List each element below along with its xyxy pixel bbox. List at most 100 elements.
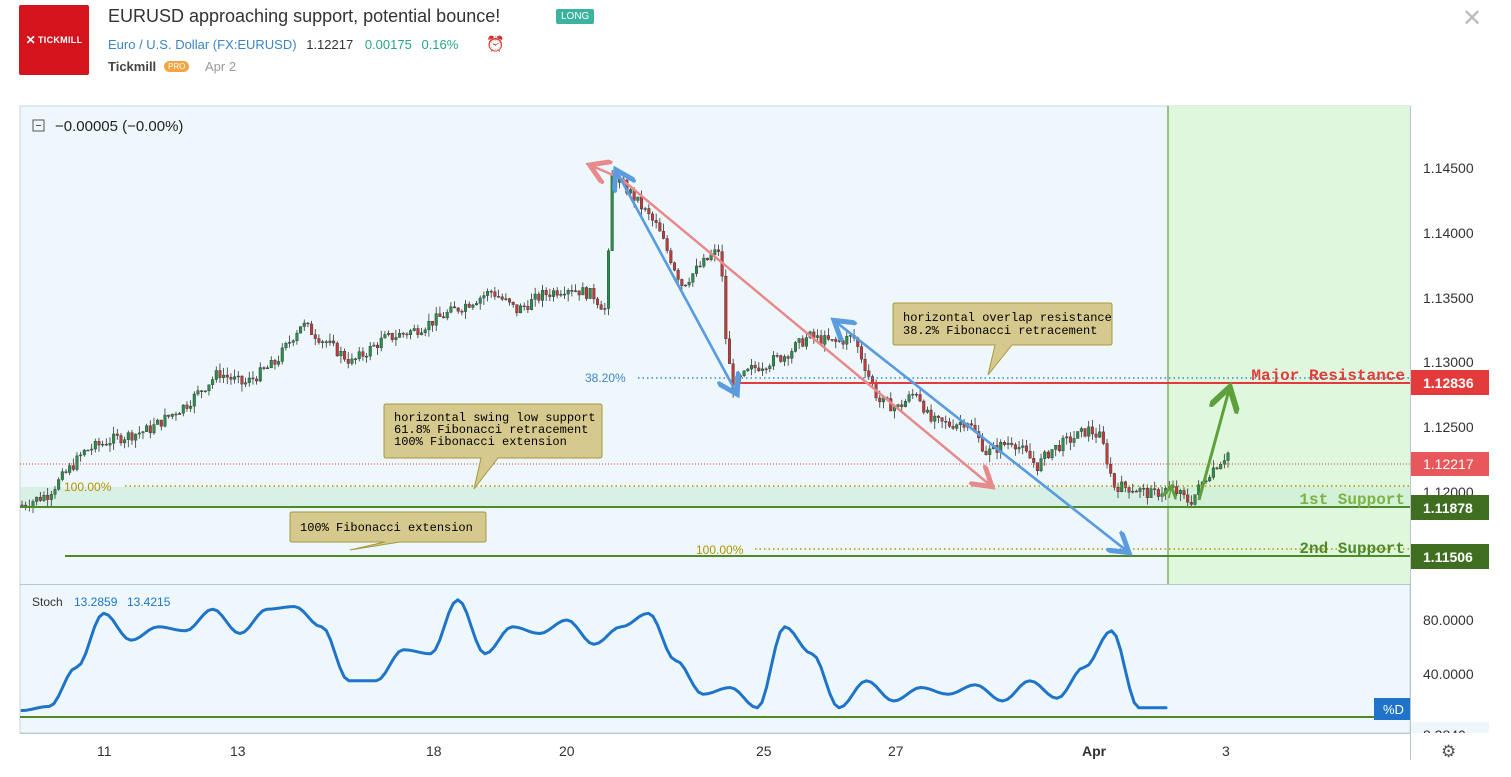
candle-body xyxy=(665,238,669,251)
stoch-plot-background xyxy=(20,585,1410,733)
candle-body xyxy=(405,333,409,336)
candle-body xyxy=(760,368,764,372)
candle-body xyxy=(1123,481,1127,488)
candle-body xyxy=(97,441,101,446)
candle-body xyxy=(804,337,808,347)
candle-body xyxy=(332,340,336,344)
symbol-description[interactable]: Euro / U.S. Dollar xyxy=(108,37,210,52)
settings-gear-icon[interactable]: ⚙ xyxy=(1441,742,1456,762)
candle-body xyxy=(1116,486,1120,493)
candle-body xyxy=(1112,473,1116,488)
candle-body xyxy=(969,423,973,426)
callout-support[interactable]: horizontal swing low support 61.8% Fibon… xyxy=(383,403,603,490)
candle-body xyxy=(134,433,138,441)
brand-logo: ✕ TICKMILL xyxy=(19,5,89,75)
candle-body xyxy=(90,448,94,451)
candle-body xyxy=(126,432,130,440)
close-icon[interactable]: ✕ xyxy=(1462,5,1483,32)
candle-body xyxy=(244,382,248,385)
candle-body xyxy=(1079,428,1083,432)
time-tick-3: 3 xyxy=(1222,743,1230,759)
collapse-legend-icon[interactable] xyxy=(32,119,45,132)
candle-body xyxy=(922,400,926,413)
candle-body xyxy=(639,196,643,210)
candle-body xyxy=(1017,447,1021,450)
candle-body xyxy=(299,326,303,334)
stoch-d-tag-label: %D xyxy=(1383,702,1404,717)
second-support-price: 1.11506 xyxy=(1423,549,1473,565)
price-tick-4: 1.13000 xyxy=(1423,354,1474,370)
candle-body xyxy=(207,384,211,392)
candle-body xyxy=(262,367,266,369)
candle-body xyxy=(130,432,134,441)
candle-body xyxy=(1197,484,1201,495)
candle-body xyxy=(79,454,83,457)
time-tick-apr: Apr xyxy=(1082,743,1107,759)
first-support-price: 1.11878 xyxy=(1423,500,1473,516)
candle-body xyxy=(277,361,281,365)
callout-extension[interactable]: 100% Fibonacci extension xyxy=(289,511,487,551)
candle-body xyxy=(284,342,288,349)
candle-body xyxy=(20,504,24,507)
candle-body xyxy=(596,298,600,305)
candle-body xyxy=(233,376,237,380)
target-zone xyxy=(1168,106,1410,584)
candle-body xyxy=(1090,426,1094,435)
candle-body xyxy=(984,450,988,455)
candle-body xyxy=(280,347,284,362)
candle-body xyxy=(683,284,687,287)
candle-body xyxy=(35,496,39,502)
candle-body xyxy=(1072,438,1076,443)
candle-body xyxy=(555,290,559,296)
candle-body xyxy=(317,338,321,343)
candle-body xyxy=(174,413,178,416)
candle-body xyxy=(566,290,570,295)
candle-body xyxy=(793,342,797,352)
candle-body xyxy=(940,417,944,422)
candle-body xyxy=(628,189,632,194)
candle-body xyxy=(123,439,127,444)
candle-body xyxy=(1024,445,1028,452)
candle-body xyxy=(302,322,306,327)
first-support-label: 1st Support xyxy=(1299,491,1405,509)
price-change-percent: 0.16% xyxy=(421,37,459,52)
stoch-k-line xyxy=(20,598,1168,712)
candle-body xyxy=(60,471,64,480)
candle-body xyxy=(1054,445,1058,450)
candle-body xyxy=(431,320,435,326)
candle-body xyxy=(1193,494,1197,505)
candle-body xyxy=(834,339,838,342)
candle-body xyxy=(687,281,691,286)
candle-body xyxy=(354,358,358,361)
time-tick-13: 13 xyxy=(230,743,246,759)
candle-body xyxy=(837,340,841,342)
candle-body xyxy=(654,219,658,223)
fib-100-label-a: 100.00% xyxy=(64,480,112,494)
candle-body xyxy=(951,426,955,429)
symbol-paren-open: ( xyxy=(212,37,218,52)
stoch-partial-tick: 8.3840 xyxy=(1423,727,1466,743)
alarm-clock-icon[interactable]: ⏰ xyxy=(486,36,505,53)
candle-body xyxy=(592,288,596,300)
candle-body xyxy=(1215,467,1219,470)
candle-body xyxy=(1094,433,1098,438)
candle-body xyxy=(57,479,61,490)
time-tick-11: 11 xyxy=(97,743,112,759)
author-name[interactable]: Tickmill xyxy=(108,59,157,74)
symbol-code[interactable]: FX:EURUSD xyxy=(217,37,293,52)
candle-body xyxy=(225,374,229,378)
pro-badge: PRO xyxy=(164,61,190,72)
candle-body xyxy=(258,367,262,382)
candle-body xyxy=(1076,431,1080,439)
candle-body xyxy=(75,455,79,470)
candle-body xyxy=(1002,442,1006,445)
candle-body xyxy=(247,377,251,383)
callout-resistance[interactable]: horizontal overlap resistance 38.2% Fibo… xyxy=(892,302,1113,376)
candle-body xyxy=(515,304,519,314)
candle-body xyxy=(1208,477,1212,482)
candle-body xyxy=(438,313,442,317)
candle-body xyxy=(189,405,193,409)
candle-body xyxy=(291,340,295,343)
candle-body xyxy=(460,310,464,313)
